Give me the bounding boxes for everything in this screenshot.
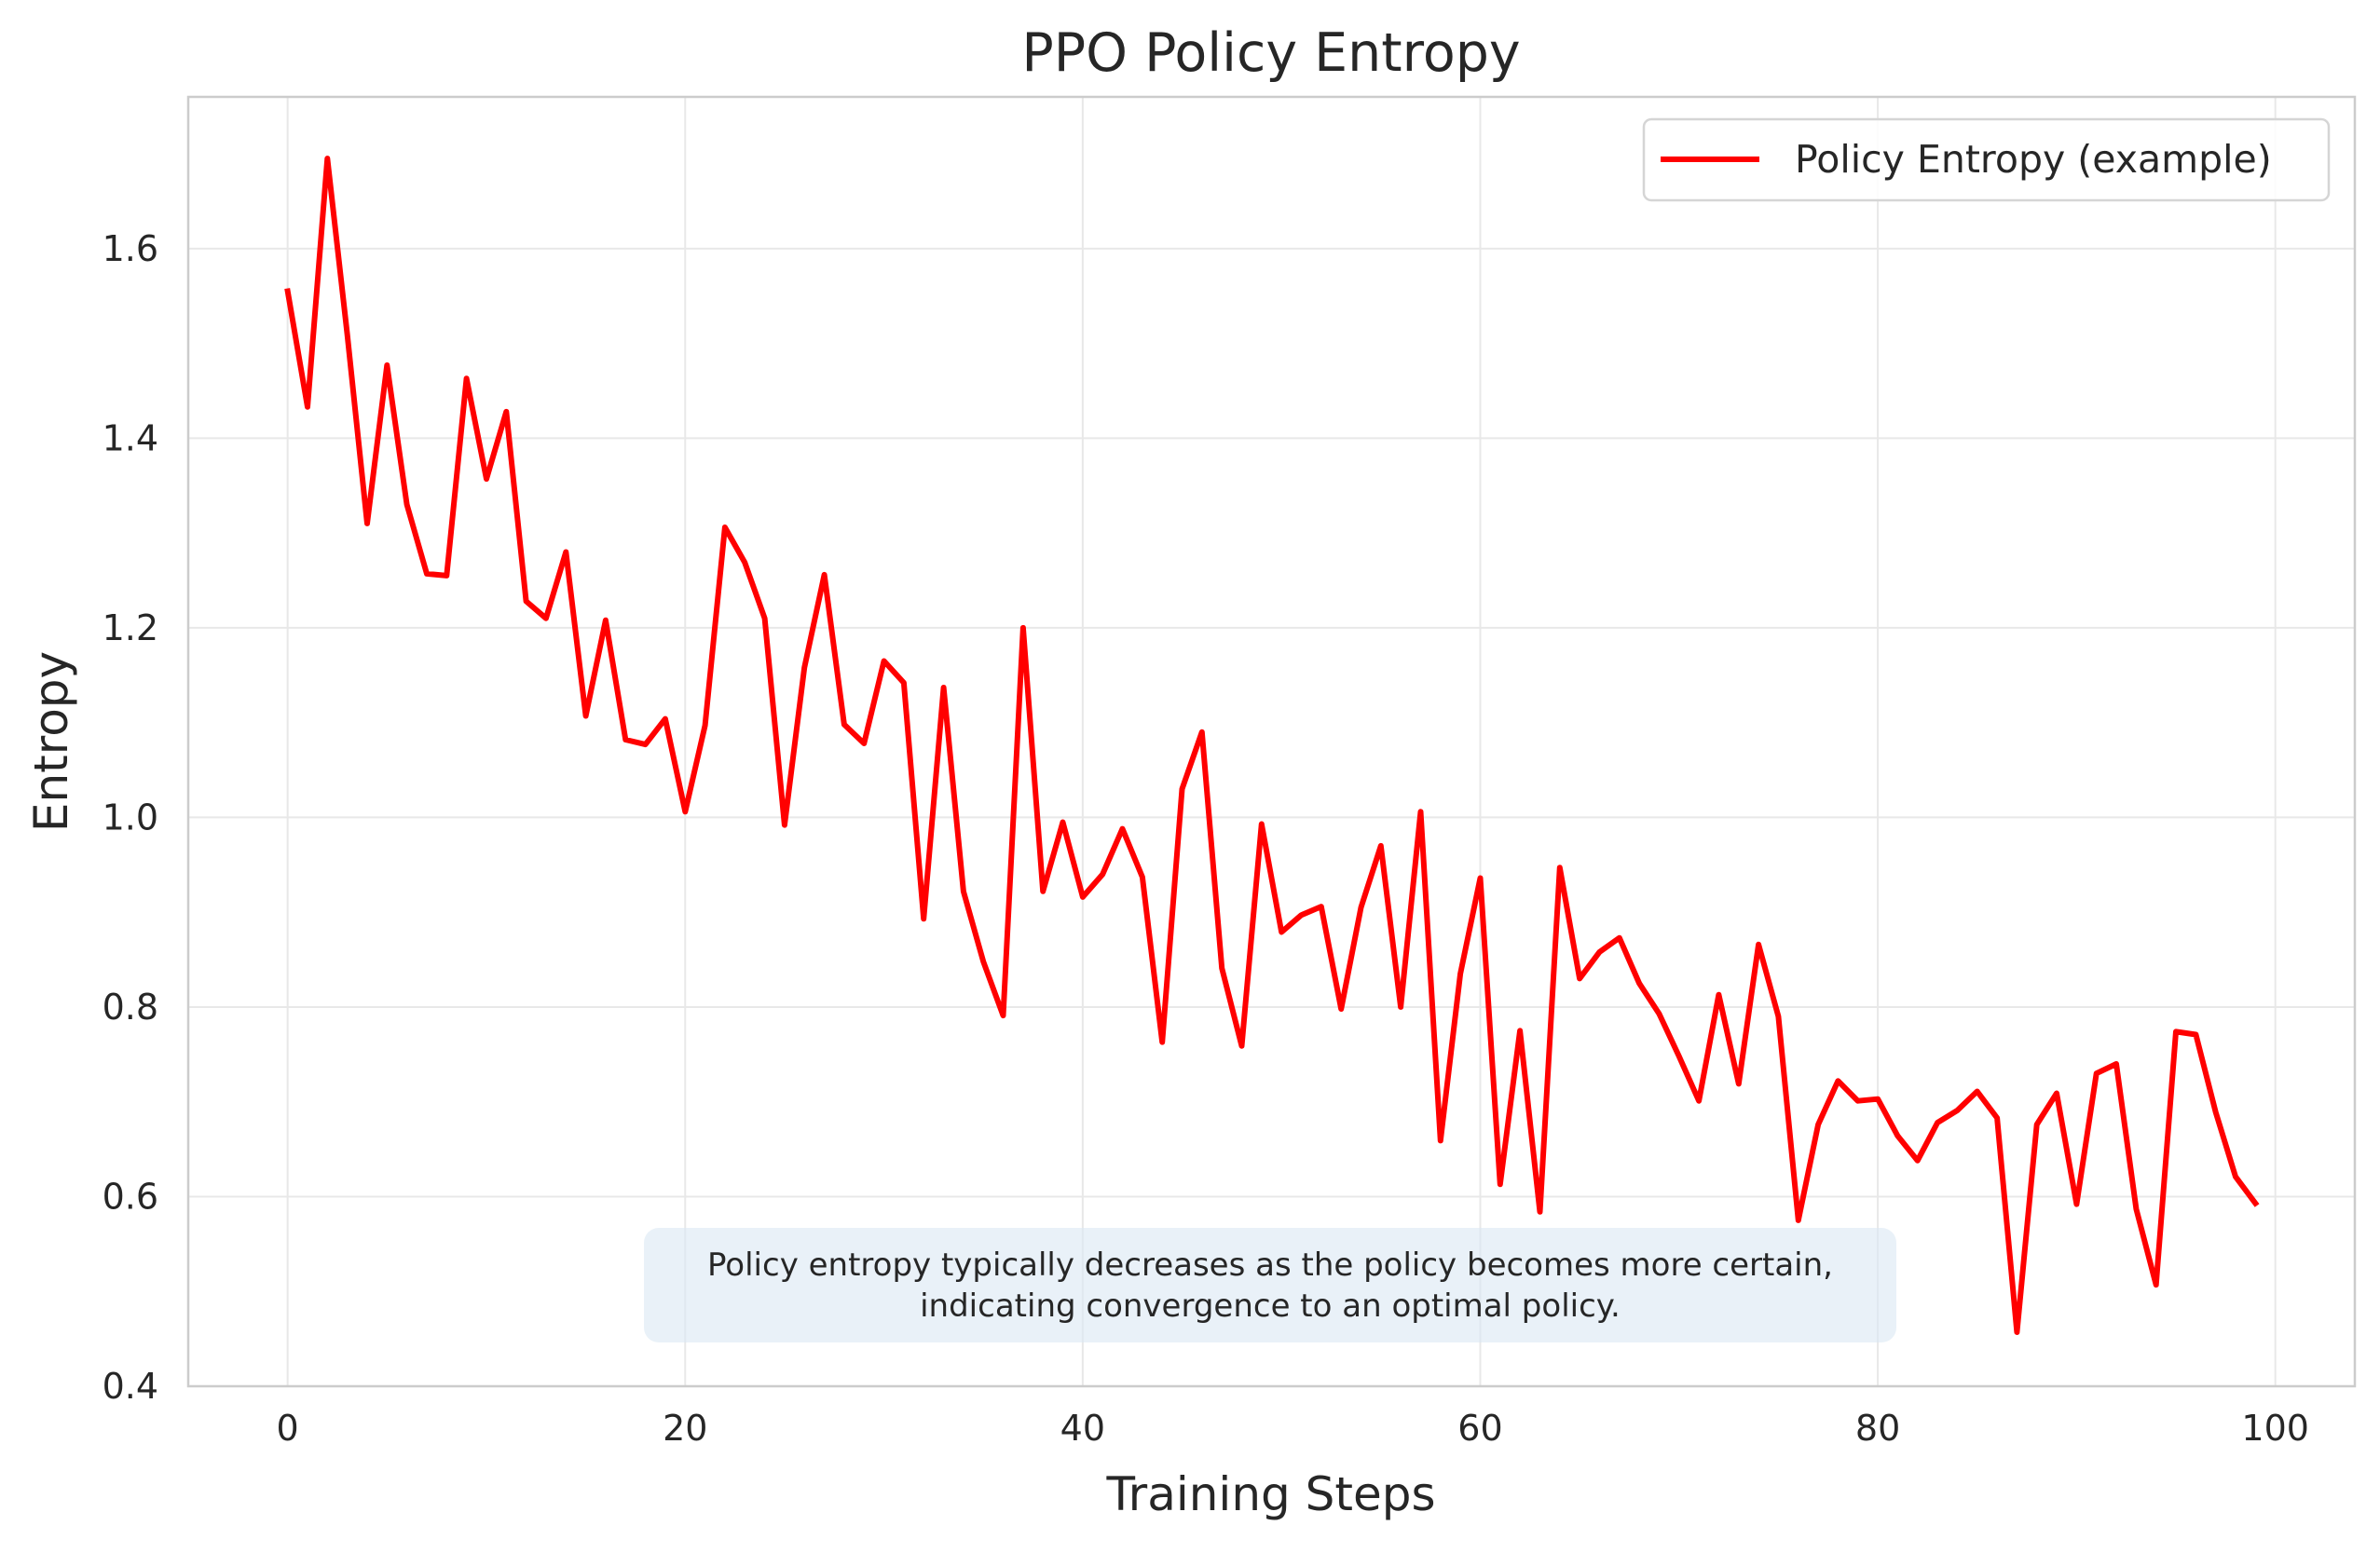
x-tick-label: 40 [1060,1408,1105,1449]
ticks: 0 20 40 60 80 100 0.4 0.6 0.8 1.0 1.2 1.4 1.6 [103,228,2309,1449]
y-tick-label: 0.6 [103,1176,158,1217]
y-tick-label: 1.0 [103,797,158,838]
annotation-background [644,1228,1896,1342]
y-axis-label: Entropy [24,651,78,832]
series-line [284,156,2260,1335]
y-tick-label: 0.4 [103,1366,158,1407]
y-tick-label: 1.4 [103,417,158,458]
x-tick-label: 80 [1855,1408,1900,1449]
annotation-line-1: Policy entropy typically decreases as th… [707,1246,1833,1284]
x-tick-label: 20 [663,1408,707,1449]
y-tick-label: 1.2 [103,607,158,648]
legend-frame [1642,117,2331,202]
legend-label: Policy Entropy (example) [1795,137,2272,182]
plot-area [284,156,2260,1335]
x-tick-label: 100 [2241,1408,2309,1449]
legend: Policy Entropy (example) [1642,117,2331,202]
x-tick-label: 60 [1457,1408,1502,1449]
y-tick-label: 1.6 [103,228,158,269]
plot-frame [186,95,2357,1388]
annotation-box: Policy entropy typically decreases as th… [644,1228,1896,1342]
chart-title: PPO Policy Entropy [1021,22,1520,84]
y-tick-label: 0.8 [103,987,158,1028]
annotation-line-2: indicating convergence to an optimal pol… [920,1287,1621,1325]
x-axis-label: Training Steps [1105,1467,1435,1521]
grid [188,97,2355,1387]
x-tick-label: 0 [277,1408,299,1449]
